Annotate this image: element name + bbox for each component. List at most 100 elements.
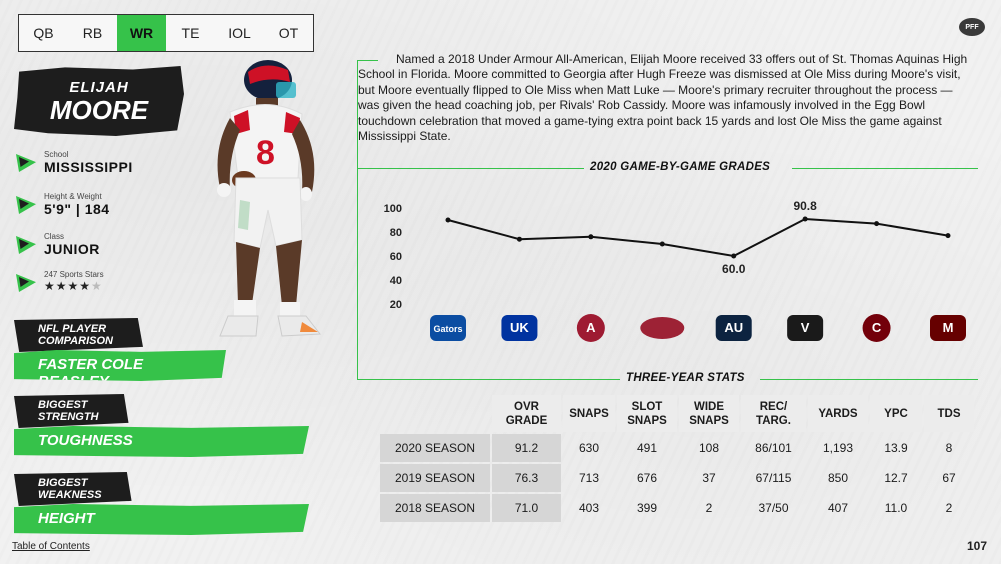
y-tick-label: 60 bbox=[390, 251, 402, 263]
data-label: 60.0 bbox=[722, 262, 746, 276]
triangle-bullet-icon bbox=[16, 154, 36, 172]
table-cell: 491 bbox=[636, 441, 658, 455]
triangle-bullet-icon bbox=[16, 236, 36, 254]
player-first-name: ELIJAH bbox=[69, 78, 129, 96]
table-cell: 713 bbox=[578, 471, 600, 485]
tab-wr[interactable]: WR bbox=[117, 15, 166, 51]
filled-stars-icon: ★★★★ bbox=[44, 279, 92, 293]
header-rec-targ: REC/TARG. bbox=[741, 395, 806, 432]
team-logo-icon: AU bbox=[715, 315, 752, 341]
chart-title: 2020 GAME-BY-GAME GRADES bbox=[590, 161, 771, 173]
team-logo-icon: V bbox=[787, 315, 824, 341]
biggest-weakness-callout: BIGGEST WEAKNESS HEIGHT bbox=[14, 472, 309, 535]
team-logo-icon: M bbox=[930, 315, 966, 341]
table-cell: 37 bbox=[702, 471, 716, 485]
school-label: School bbox=[44, 150, 69, 159]
biggest-strength-callout: BIGGEST STRENGTH TOUGHNESS bbox=[14, 394, 309, 457]
y-tick-label: 20 bbox=[390, 299, 402, 311]
data-point bbox=[945, 233, 951, 239]
series-line bbox=[447, 218, 949, 258]
biggest-strength-value: TOUGHNESS bbox=[14, 426, 309, 457]
school-value: MISSISSIPPI bbox=[44, 159, 133, 175]
chart-svg: 20 40 60 80 100 60.0 90.8 Gators UK A AU V C M bbox=[384, 199, 966, 342]
tab-rb[interactable]: RB bbox=[82, 25, 103, 41]
y-tick-label: 40 bbox=[390, 275, 402, 287]
table-cell: 67/115 bbox=[755, 471, 792, 485]
chart-title-rule bbox=[358, 168, 584, 169]
biggest-weakness-heading-line-2: WEAKNESS bbox=[38, 489, 102, 501]
table-row: 2019 SEASON 76.3 713 676 37 67/115 850 1… bbox=[380, 464, 974, 492]
header-snaps: SNAPS bbox=[563, 395, 615, 432]
game-grades-chart: 20 40 60 80 100 60.0 90.8 Gators UK A AU V C M bbox=[378, 192, 978, 357]
biggest-strength-heading-line-1: BIGGEST bbox=[38, 399, 88, 411]
table-cell: 12.7 bbox=[884, 471, 908, 485]
table-cell: 2 bbox=[705, 501, 713, 515]
table-cell: 86/101 bbox=[755, 441, 792, 455]
svg-text:UK: UK bbox=[510, 320, 529, 335]
player-last-name: MOORE bbox=[49, 94, 149, 125]
tab-qb[interactable]: QB bbox=[33, 25, 54, 41]
team-logo-icon: UK bbox=[501, 315, 538, 341]
data-point bbox=[659, 241, 665, 247]
nfl-comparison-heading-line-1: NFL PLAYER bbox=[38, 323, 107, 335]
table-cell: 108 bbox=[698, 441, 720, 455]
height-weight-label: Height & Weight bbox=[44, 192, 102, 201]
tab-iol[interactable]: IOL bbox=[228, 25, 251, 41]
table-title-rule-right bbox=[760, 379, 978, 380]
nfl-comparison-value: FASTER COLE BEASLEY bbox=[14, 350, 226, 381]
data-point bbox=[516, 236, 522, 242]
school-info: School MISSISSIPPI bbox=[16, 150, 133, 175]
nfl-comparison-callout: NFL PLAYER COMPARISON FASTER COLE BEASLEY bbox=[14, 318, 226, 381]
svg-text:A: A bbox=[586, 320, 596, 335]
table-cell: 71.0 bbox=[492, 494, 561, 522]
biggest-weakness-heading-line-1: BIGGEST bbox=[38, 477, 88, 489]
y-tick-label: 80 bbox=[390, 227, 402, 239]
table-row: 2020 SEASON 91.2 630 491 108 86/101 1,19… bbox=[380, 434, 974, 462]
nfl-comparison-heading: NFL PLAYER COMPARISON bbox=[14, 318, 143, 352]
team-logo-icon bbox=[640, 317, 685, 339]
team-logo-icon: C bbox=[862, 314, 891, 342]
empty-star-icon: ★ bbox=[91, 279, 103, 293]
table-cell: 2 bbox=[945, 501, 953, 515]
table-cell: 91.2 bbox=[492, 434, 561, 462]
data-point bbox=[588, 234, 594, 240]
height-weight-info: Height & Weight 5'9" | 184 bbox=[16, 192, 110, 217]
tab-te[interactable]: TE bbox=[181, 25, 200, 41]
stars-info: 247 Sports Stars ★★★★★ bbox=[16, 270, 104, 293]
svg-text:C: C bbox=[872, 320, 882, 335]
biggest-weakness-heading: BIGGEST WEAKNESS bbox=[14, 472, 132, 506]
class-value: JUNIOR bbox=[44, 241, 100, 257]
season-label: 2020 SEASON bbox=[380, 434, 490, 462]
triangle-bullet-icon bbox=[16, 274, 36, 292]
tab-ot[interactable]: OT bbox=[278, 25, 299, 41]
triangle-bullet-icon bbox=[16, 196, 36, 214]
table-title: THREE-YEAR STATS bbox=[626, 372, 745, 384]
jersey-number: 8 bbox=[256, 134, 275, 172]
table-cell: 676 bbox=[636, 471, 658, 485]
table-of-contents-link[interactable]: Table of Contents bbox=[12, 541, 90, 552]
header-wide-snaps: WIDE SNAPS bbox=[679, 395, 739, 432]
bio-frame bbox=[357, 60, 977, 380]
season-label: 2018 SEASON bbox=[380, 494, 490, 522]
biggest-weakness-value: HEIGHT bbox=[14, 504, 309, 535]
height-weight-value: 5'9" | 184 bbox=[44, 201, 110, 217]
table-cell: 76.3 bbox=[492, 464, 561, 492]
table-cell: 8 bbox=[945, 441, 953, 455]
svg-text:Gators: Gators bbox=[433, 324, 462, 334]
table-header-row: OVR GRADE SNAPS SLOT SNAPS WIDE SNAPS REC/T… bbox=[380, 395, 974, 432]
table-cell: 403 bbox=[578, 501, 600, 515]
stars-label: 247 Sports Stars bbox=[44, 270, 104, 279]
nfl-comparison-heading-line-2: COMPARISON bbox=[38, 335, 113, 347]
data-label: 90.8 bbox=[793, 199, 817, 213]
table-cell: 67 bbox=[942, 471, 956, 485]
svg-text:V: V bbox=[801, 320, 810, 335]
class-label: Class bbox=[44, 232, 65, 241]
header-ovr-grade: OVR GRADE bbox=[492, 395, 561, 432]
header-tds: TDs bbox=[924, 395, 974, 432]
y-tick-label: 100 bbox=[384, 203, 402, 215]
chart-title-rule-right bbox=[792, 168, 978, 169]
header-ypc: YPC bbox=[870, 395, 922, 432]
data-point bbox=[874, 221, 880, 227]
table-cell: 37/50 bbox=[758, 501, 789, 515]
player-photo: 8 bbox=[217, 60, 321, 337]
